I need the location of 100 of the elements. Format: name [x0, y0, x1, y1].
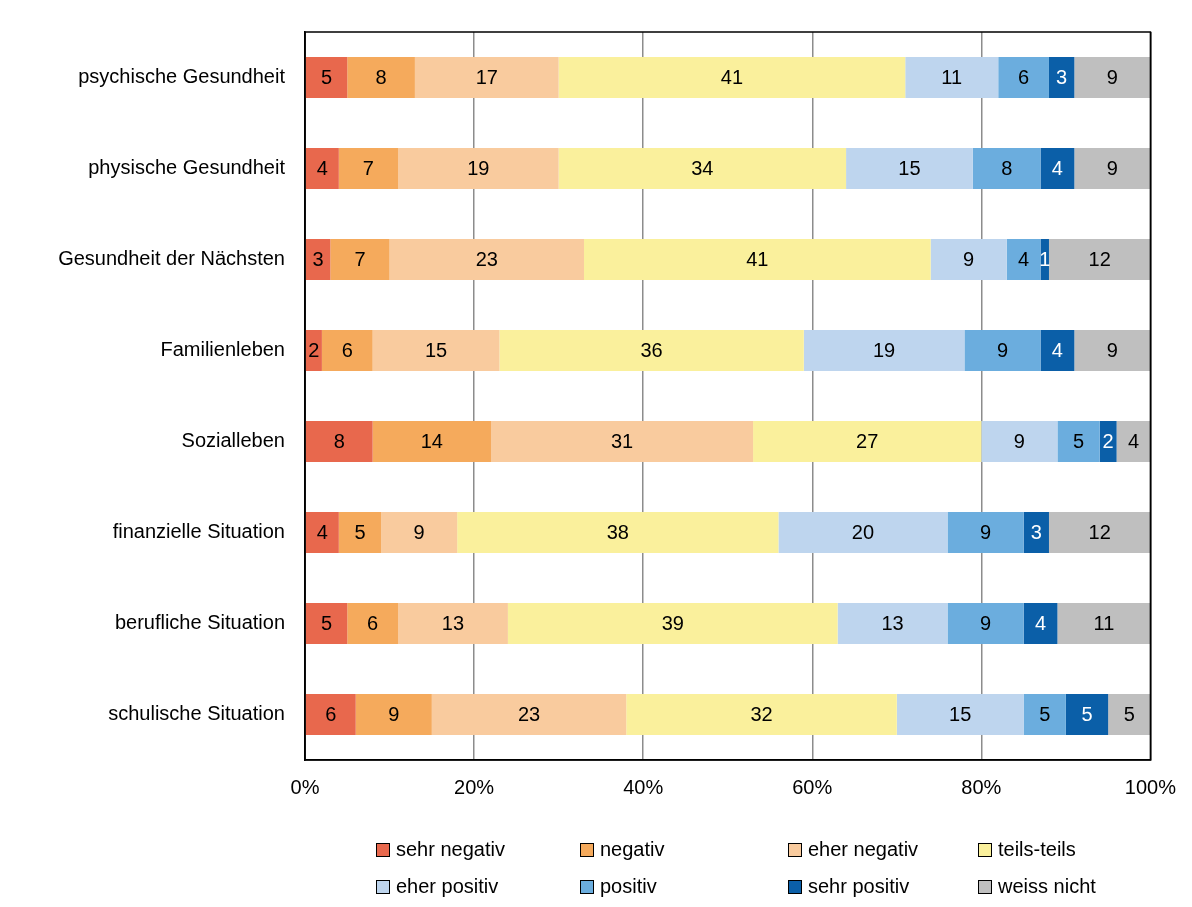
y-tick-label: schulische Situation	[108, 702, 285, 725]
data-label: 13	[881, 612, 904, 635]
data-label: 23	[475, 248, 498, 271]
bar	[1040, 148, 1075, 189]
x-tick-label: 100%	[1124, 775, 1177, 798]
bar	[930, 239, 1007, 280]
data-label: 34	[691, 157, 714, 180]
data-label: 6	[325, 703, 337, 726]
data-label: 7	[354, 248, 366, 271]
data-label: 12	[1088, 521, 1111, 544]
data-label: 19	[467, 157, 490, 180]
data-label: 41	[720, 66, 744, 89]
x-tick-label: 0%	[290, 775, 320, 798]
bar	[1108, 694, 1151, 735]
data-label: 9	[388, 703, 400, 726]
bar	[398, 148, 559, 189]
legend-label: positiv	[600, 875, 657, 898]
bar	[305, 421, 373, 462]
data-label: 11	[941, 66, 963, 89]
bar	[1074, 148, 1151, 189]
data-label: 5	[1073, 430, 1085, 453]
x-tick-label: 80%	[961, 775, 1002, 798]
data-label: 8	[1001, 157, 1013, 180]
bar	[338, 148, 398, 189]
bar	[499, 330, 804, 371]
data-label: 13	[441, 612, 465, 635]
data-label: 2	[1102, 430, 1114, 453]
data-label: 9	[1106, 157, 1118, 180]
x-tick-label: 60%	[792, 775, 833, 798]
bar	[998, 57, 1049, 98]
data-label: 9	[1106, 66, 1118, 89]
data-label: 5	[354, 521, 366, 544]
data-label: 15	[898, 157, 921, 180]
bar	[372, 421, 491, 462]
bar	[1040, 330, 1075, 371]
data-label: 4	[1034, 612, 1047, 635]
bar	[305, 603, 348, 644]
bar	[626, 694, 897, 735]
data-label: 5	[320, 66, 333, 89]
legend-label: sehr negativ	[396, 838, 505, 861]
bar	[414, 57, 559, 98]
data-label: 5	[320, 612, 333, 635]
bar	[583, 239, 931, 280]
bar	[896, 694, 1024, 735]
data-label: 32	[750, 703, 773, 726]
bar	[1074, 57, 1151, 98]
data-label: 4	[1051, 339, 1063, 362]
bar	[1023, 512, 1049, 553]
y-tick-label: physische Gesundheit	[88, 156, 286, 179]
data-label: 27	[856, 430, 879, 453]
y-tick-label: Sozialleben	[181, 429, 285, 452]
data-label: 3	[312, 248, 324, 271]
data-label: 9	[996, 339, 1009, 362]
legend-label: weiss nicht	[998, 875, 1096, 898]
legend-label: negativ	[600, 838, 665, 861]
data-label: 7	[362, 157, 374, 180]
bar	[1023, 694, 1066, 735]
bar	[846, 148, 973, 189]
legend-label: sehr positiv	[808, 875, 910, 898]
bar	[330, 239, 390, 280]
data-label: 20	[851, 521, 875, 544]
bar	[1057, 603, 1151, 644]
data-label: 5	[1039, 703, 1051, 726]
data-label: 6	[367, 612, 379, 635]
bar	[381, 512, 458, 553]
bar	[338, 512, 382, 553]
bar	[1048, 57, 1075, 98]
bar	[1065, 694, 1109, 735]
y-tick-label: finanzielle Situation	[112, 520, 285, 543]
bar	[964, 330, 1041, 371]
bar	[321, 330, 373, 371]
data-label: 2	[308, 339, 320, 362]
data-label: 38	[606, 521, 629, 544]
data-label: 11	[1093, 612, 1115, 635]
data-label: 9	[1106, 339, 1118, 362]
data-label: 12	[1088, 248, 1111, 271]
bar	[778, 512, 948, 553]
bar	[398, 603, 508, 644]
bar	[972, 148, 1041, 189]
bar	[1023, 603, 1058, 644]
data-label: 3	[1056, 66, 1068, 89]
bar	[457, 512, 779, 553]
data-label: 41	[746, 248, 769, 271]
y-tick-label: psychische Gesundheit	[78, 65, 286, 88]
data-label: 14	[420, 430, 443, 453]
bar	[947, 512, 1024, 553]
bar	[947, 603, 1024, 644]
bar	[372, 330, 500, 371]
bar	[347, 57, 415, 98]
x-tick-label: 40%	[623, 775, 664, 798]
bar	[389, 239, 584, 280]
data-label: 15	[949, 703, 972, 726]
data-label: 3	[1030, 521, 1042, 544]
data-label: 5	[1081, 703, 1093, 726]
data-label: 4	[1127, 430, 1140, 453]
bar	[558, 148, 847, 189]
bar	[1057, 421, 1100, 462]
bar	[347, 603, 398, 644]
bar	[1116, 421, 1151, 462]
data-label: 39	[661, 612, 684, 635]
